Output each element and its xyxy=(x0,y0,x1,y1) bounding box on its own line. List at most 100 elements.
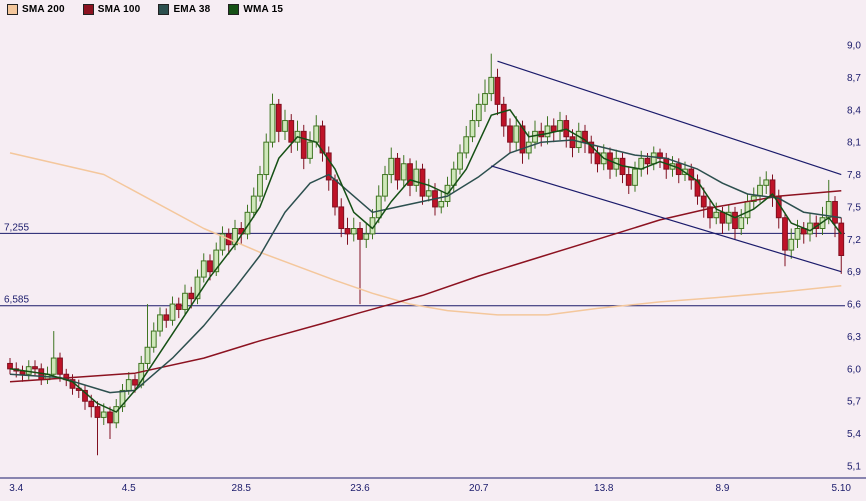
candle xyxy=(275,98,282,143)
candle-body xyxy=(700,195,707,208)
candle xyxy=(607,147,613,179)
candle xyxy=(513,116,520,151)
y-axis-label: 5,7 xyxy=(847,397,861,408)
candle-body xyxy=(500,103,507,127)
candle xyxy=(788,228,795,259)
trend-line[interactable] xyxy=(491,165,842,273)
candle-body xyxy=(269,103,276,143)
legend-item-wma-15: WMA 15 xyxy=(228,4,283,15)
candle-body xyxy=(788,238,795,251)
candle-body xyxy=(582,130,588,143)
candle xyxy=(288,114,295,153)
candle-body xyxy=(338,206,345,230)
candle xyxy=(263,133,270,180)
candle-body xyxy=(719,211,726,224)
level-line-label: 6,585 xyxy=(4,295,29,306)
candle xyxy=(544,116,551,145)
candle xyxy=(213,242,220,277)
candle-body xyxy=(382,174,388,197)
candle-body xyxy=(207,260,213,273)
candle xyxy=(750,187,757,210)
candle xyxy=(363,223,370,248)
candle xyxy=(582,124,588,153)
candle-body xyxy=(82,389,88,402)
candle-body xyxy=(200,260,207,278)
candle xyxy=(800,222,807,244)
legend-label-wma-15: WMA 15 xyxy=(243,4,284,15)
candle-body xyxy=(400,163,407,181)
candle xyxy=(169,296,176,326)
y-axis-label: 6,6 xyxy=(847,300,861,311)
y-axis-label: 5,4 xyxy=(847,429,861,440)
candle xyxy=(144,304,151,369)
candle-body xyxy=(182,292,188,310)
candle xyxy=(338,198,345,238)
candle-body xyxy=(307,141,313,159)
candle xyxy=(500,96,507,137)
sma-100-swatch xyxy=(82,4,94,15)
candle-body xyxy=(125,379,132,391)
candle-body xyxy=(250,195,257,213)
candle xyxy=(663,152,670,179)
candle xyxy=(113,399,120,429)
candle-body xyxy=(738,217,745,230)
candle-body xyxy=(213,249,220,273)
candle xyxy=(50,331,57,378)
candle-body xyxy=(494,76,501,105)
candle-body xyxy=(832,201,838,224)
candle xyxy=(794,219,801,248)
level-line-label: 7,255 xyxy=(4,222,29,233)
candle-body xyxy=(7,362,13,370)
candle-body xyxy=(632,168,638,186)
candle-body xyxy=(357,228,363,240)
x-axis-label: 5.10 xyxy=(832,483,852,494)
candle xyxy=(200,253,207,283)
candle xyxy=(82,385,88,410)
candle xyxy=(325,146,332,191)
candle-body xyxy=(325,152,332,181)
y-axis-label: 8,4 xyxy=(847,105,861,116)
candle xyxy=(282,109,288,140)
candle xyxy=(250,187,257,218)
candle-body xyxy=(750,195,757,203)
candle xyxy=(119,383,126,413)
x-axis-label: 23.6 xyxy=(350,483,370,494)
candle-body xyxy=(363,233,370,240)
candle-body xyxy=(25,366,32,375)
y-axis-label: 7,5 xyxy=(847,202,861,213)
candle-body xyxy=(157,314,163,332)
candle-body xyxy=(650,152,657,165)
y-axis-label: 9,0 xyxy=(847,41,861,52)
candle xyxy=(782,212,788,267)
candle-body xyxy=(575,130,582,149)
legend-item-ema-38: EMA 38 xyxy=(158,4,210,15)
sma-200-swatch xyxy=(7,4,18,15)
candle-body xyxy=(519,125,526,154)
candle-body xyxy=(550,125,557,132)
candle-body xyxy=(194,276,201,300)
candle xyxy=(744,193,751,225)
wma-15-swatch xyxy=(228,4,240,15)
candle xyxy=(157,307,163,337)
candle xyxy=(588,135,595,164)
candle xyxy=(182,284,188,315)
ma-line-sma-100 xyxy=(9,189,842,383)
candle-body xyxy=(475,103,482,122)
candle-body xyxy=(388,157,395,176)
candle-body xyxy=(763,179,770,186)
candle-body xyxy=(769,179,776,197)
candle xyxy=(394,152,401,190)
trend-line[interactable] xyxy=(497,60,842,176)
candle-body xyxy=(313,125,320,143)
candle xyxy=(550,118,557,143)
candle-body xyxy=(469,120,476,138)
candle-body xyxy=(407,163,413,186)
candle xyxy=(638,150,645,177)
candle xyxy=(575,122,582,153)
candle xyxy=(300,124,307,170)
candle xyxy=(694,174,701,205)
candle xyxy=(194,269,201,305)
candle-body xyxy=(413,168,420,186)
candle-body xyxy=(175,303,182,310)
